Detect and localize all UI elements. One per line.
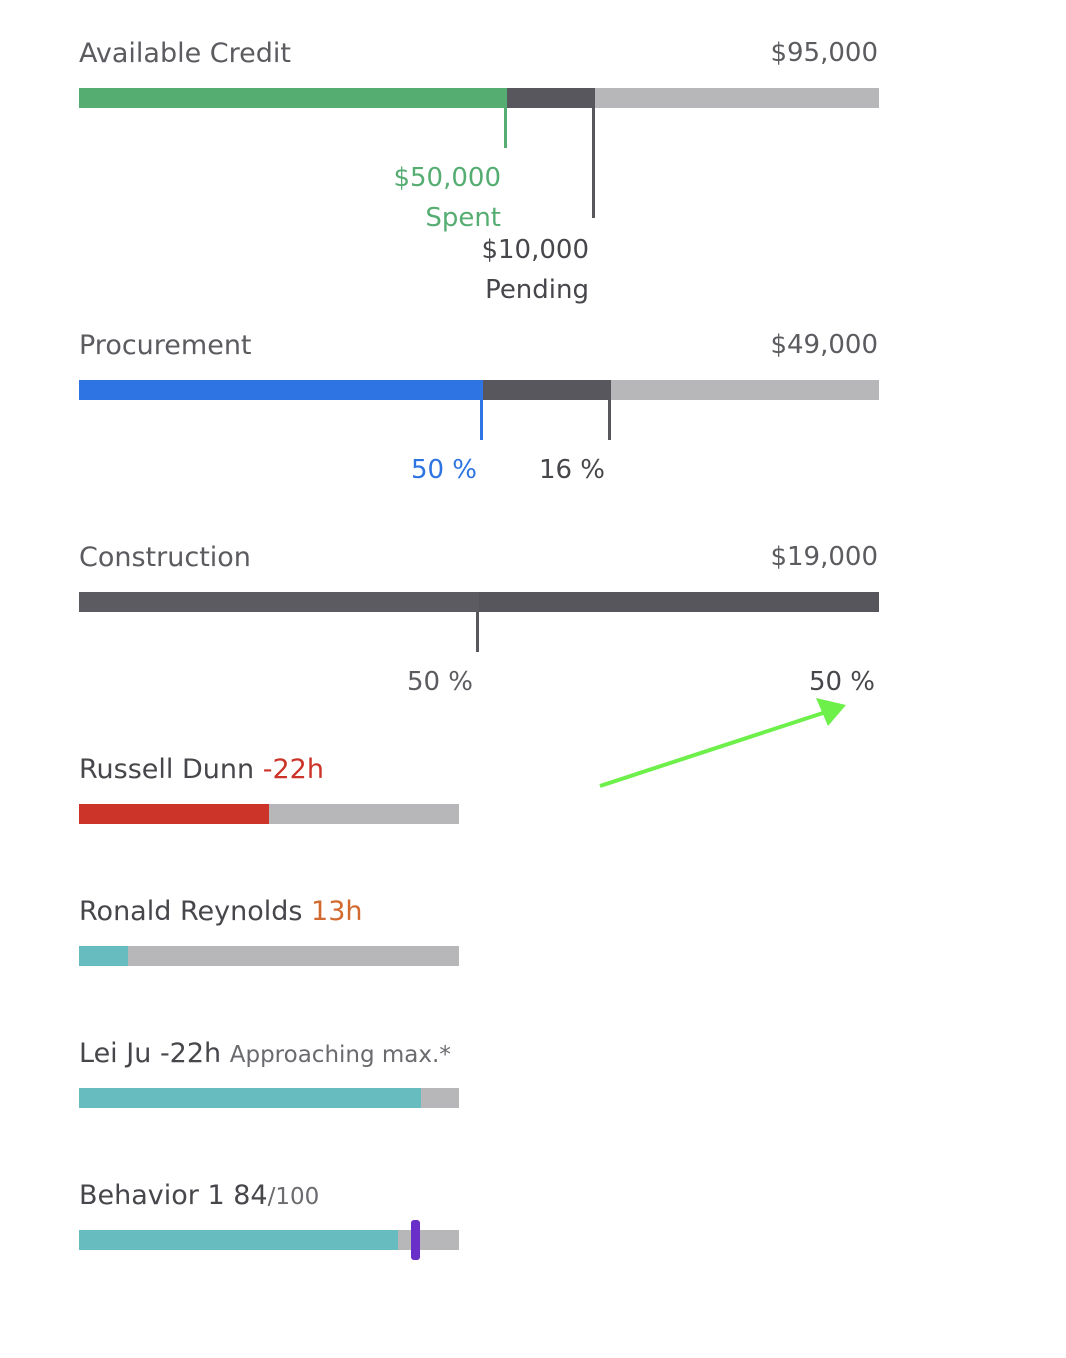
budget-title-procurement: Procurement	[79, 330, 252, 361]
construction-bar	[79, 592, 879, 612]
procurement-primary-tick	[480, 400, 483, 440]
behavior-marker-handle[interactable]	[411, 1220, 421, 1260]
behavior-score: 84	[233, 1180, 268, 1211]
credit-spent-segment	[79, 88, 507, 108]
procurement-secondary-tick	[608, 400, 611, 440]
budget-total-construction: $19,000	[770, 542, 878, 572]
construction-primary-segment	[79, 592, 479, 612]
procurement-primary-label: 50 %	[410, 455, 477, 485]
person-hours: -22h	[262, 754, 324, 785]
person-bar-lei-ju	[79, 1088, 459, 1108]
behavior-bar	[79, 1230, 459, 1250]
budget-title-construction: Construction	[79, 542, 251, 573]
person-bar-fill	[79, 1088, 421, 1108]
person-hours: 13h	[311, 896, 363, 927]
person-bar-fill	[79, 804, 269, 824]
behavior-header: Behavior 1 84/100	[79, 1182, 319, 1209]
credit-spent-caption: Spent	[425, 203, 501, 234]
person-hours: -22h	[159, 1038, 222, 1069]
person-name: Lei Ju	[79, 1038, 152, 1069]
person-row-0-header: Russell Dunn -22h	[79, 756, 324, 783]
person-name: Russell Dunn	[79, 754, 255, 785]
person-name: Ronald Reynolds	[79, 896, 303, 927]
credit-spent-amount: $50,000	[393, 163, 501, 193]
person-bar-ronald-reynolds	[79, 946, 459, 966]
behavior-name: Behavior 1	[79, 1180, 225, 1211]
procurement-secondary-label: 16 %	[538, 455, 605, 485]
behavior-bar-fill	[79, 1230, 399, 1250]
credit-spent-label: $50,000 Spent	[393, 158, 501, 239]
credit-pending-amount: $10,000	[481, 235, 589, 265]
construction-primary-label: 50 %	[406, 667, 473, 697]
procurement-bar	[79, 380, 879, 400]
procurement-secondary-segment	[483, 380, 611, 400]
credit-pending-segment	[507, 88, 595, 108]
person-row-2-header: Lei Ju -22h Approaching max.*	[79, 1040, 451, 1067]
construction-primary-tick	[476, 612, 479, 652]
credit-spent-tick	[504, 108, 507, 148]
person-note: Approaching max.*	[229, 1042, 451, 1068]
credit-pending-label: $10,000 Pending	[481, 230, 589, 311]
budget-total-procurement: $49,000	[770, 330, 878, 360]
person-bar-fill	[79, 946, 129, 966]
person-bar-russell-dunn	[79, 804, 459, 824]
annotation-arrow-icon	[599, 698, 846, 788]
credit-pending-tick	[592, 108, 595, 218]
budget-title-credit: Available Credit	[79, 38, 291, 69]
credit-pending-caption: Pending	[485, 275, 589, 306]
construction-secondary-segment	[479, 592, 879, 612]
behavior-max: /100	[267, 1184, 320, 1210]
credit-bar	[79, 88, 879, 108]
person-row-1-header: Ronald Reynolds 13h	[79, 898, 363, 925]
budget-total-credit: $95,000	[770, 38, 878, 68]
procurement-primary-segment	[79, 380, 483, 400]
construction-secondary-label: 50 %	[808, 667, 875, 697]
